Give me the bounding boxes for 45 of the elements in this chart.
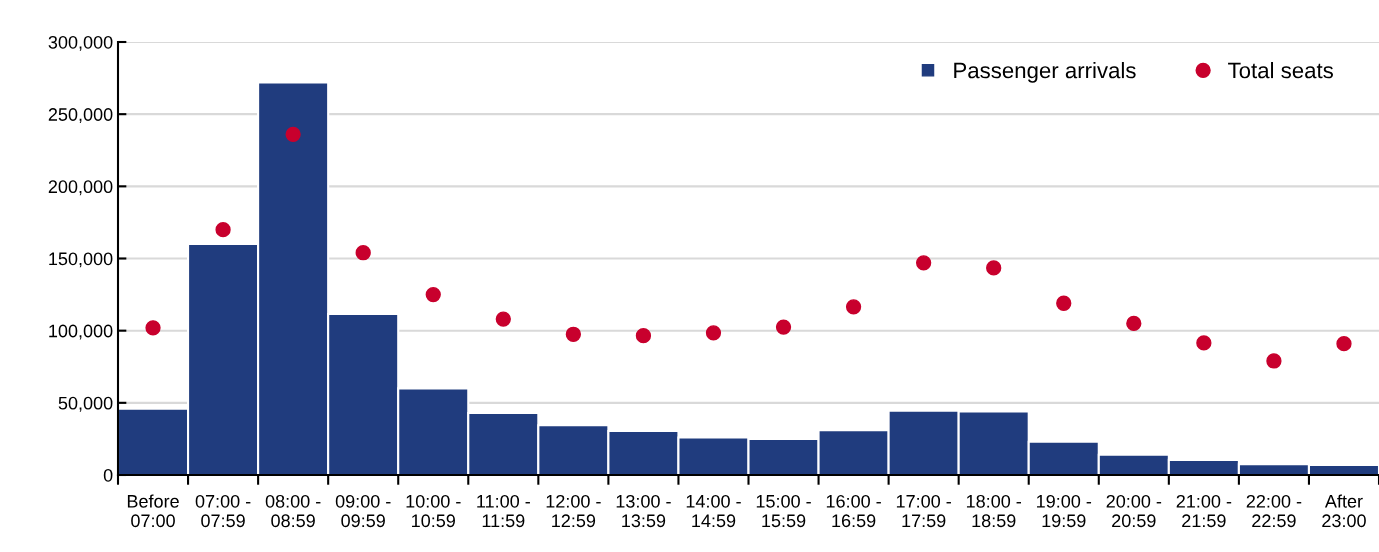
x-tick-label: 15:00 - 15:59 [756,494,811,528]
point [1196,335,1212,351]
x-tick-label: 08:00 - 08:59 [265,494,321,528]
point [705,325,722,341]
y-tick-label: 300,000 [48,35,113,51]
y-tick-label: 50,000 [58,396,113,412]
point [1126,315,1142,332]
x-tick-label: 16:00 - 16:59 [826,494,881,528]
point [1056,295,1072,311]
y-tick-label: 0 [103,468,113,482]
x-tick-label: 09:00 - 09:59 [335,494,391,528]
point [635,328,652,344]
legend-label: Total seats [1228,62,1333,79]
point [1336,336,1352,352]
x-tick-label: 12:00 - 12:59 [546,494,601,528]
y-tick-label: 250,000 [48,108,113,124]
y-tick-label: 150,000 [49,252,113,268]
x-tick-label: 22:00 - 22:59 [1246,494,1302,528]
y-tick-label: 200,000 [48,180,113,196]
point [565,326,582,342]
x-tick-label: 14:00 - 14:59 [686,494,741,528]
x-tick-label: Before 07:00 [127,494,179,528]
point [425,286,441,303]
point [215,221,231,238]
x-tick-label: 07:00 - 07:59 [195,494,251,528]
point [495,311,511,327]
point [915,255,932,271]
x-tick-label: 18:00 - 18:59 [966,494,1021,528]
point [986,260,1002,276]
point [845,299,862,315]
x-tick-label: 20:00 - 20:59 [1106,494,1162,528]
x-tick-label: 13:00 - 13:59 [616,494,671,528]
x-tick-label: 19:00 - 19:59 [1037,494,1092,528]
x-tick-label: 17:00 - 17:59 [896,494,951,528]
point [775,319,792,335]
x-tick-label: 11:00 - 11:59 [477,494,530,528]
x-tick-label: 21:00 - 21:59 [1176,494,1232,528]
x-tick-label: 10:00 - 10:59 [406,494,461,528]
legend-label: Passenger arrivals [954,62,1136,83]
x-tick-label: After 23:00 [1322,494,1366,528]
point [285,126,301,143]
y-tick-label: 100,000 [49,324,113,340]
point [1266,353,1282,369]
point [145,320,161,336]
point [355,245,371,261]
